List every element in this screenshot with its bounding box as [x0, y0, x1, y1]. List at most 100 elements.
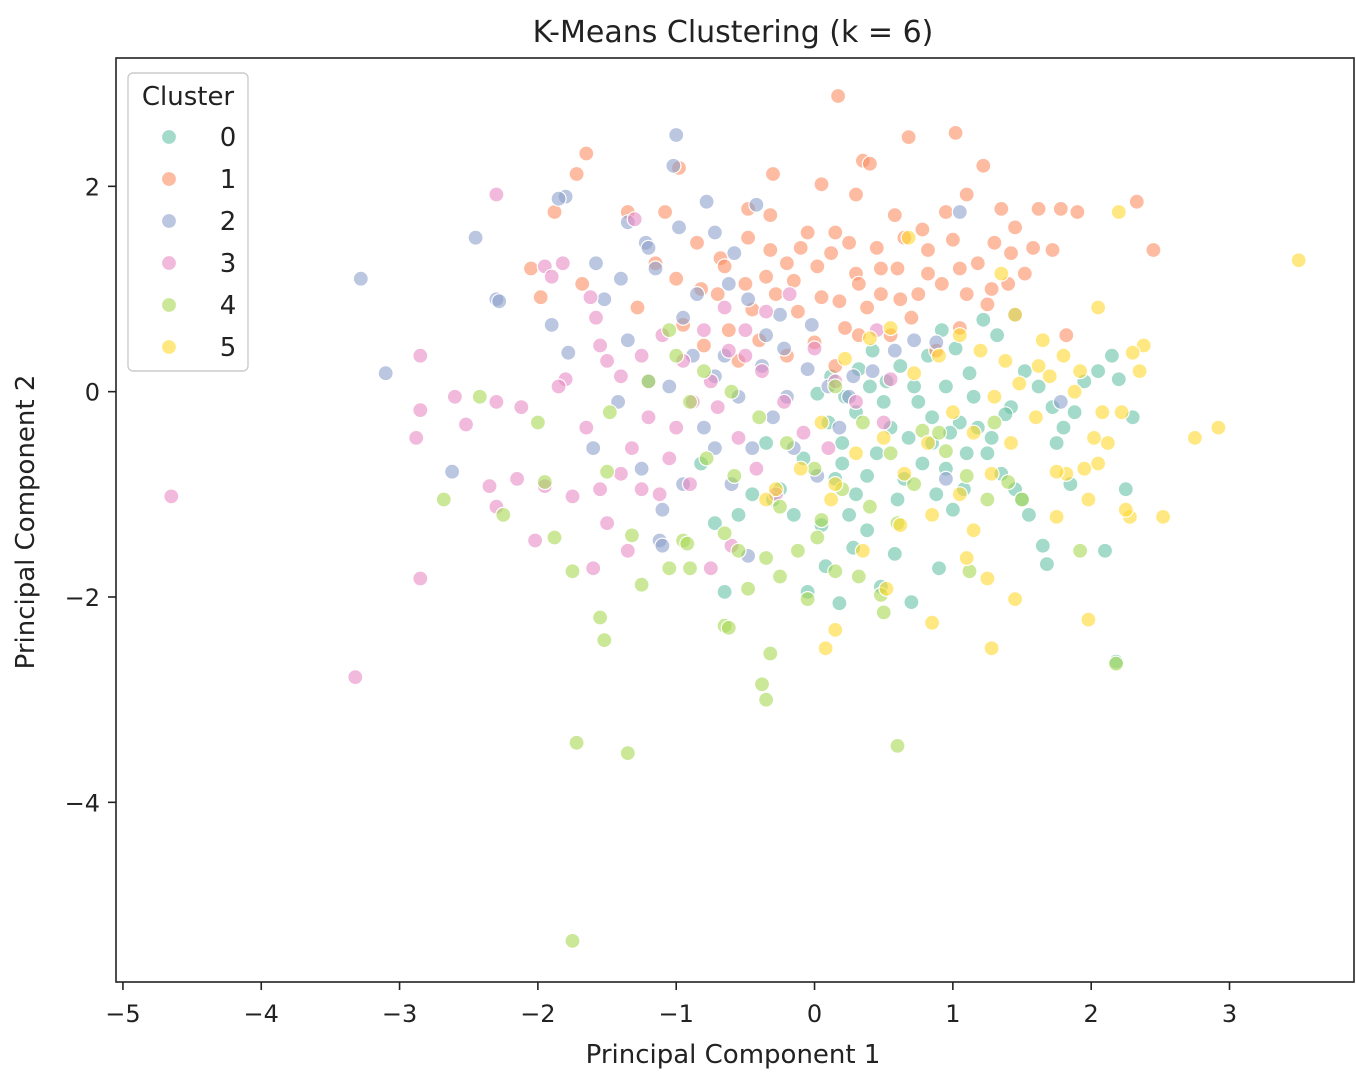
data-point: [471, 388, 488, 405]
data-point: [623, 440, 641, 457]
data-point: [850, 568, 867, 585]
data-point: [587, 255, 605, 272]
data-point: [947, 340, 964, 357]
data-point: [858, 299, 876, 316]
data-point: [1041, 368, 1058, 385]
data-point: [1154, 508, 1172, 526]
data-point: [744, 440, 761, 457]
data-point: [997, 352, 1014, 369]
data-point: [1052, 200, 1069, 217]
data-point: [435, 491, 452, 508]
data-point: [661, 322, 678, 339]
data-point: [1094, 404, 1111, 421]
data-point: [578, 145, 595, 162]
legend-label: 3: [220, 249, 237, 279]
data-point: [757, 327, 775, 344]
data-point: [1024, 239, 1042, 256]
data-point: [775, 340, 793, 357]
data-point: [757, 491, 775, 508]
data-point: [836, 319, 854, 337]
data-point: [1038, 555, 1056, 573]
data-point: [619, 332, 636, 349]
data-point: [757, 549, 775, 567]
data-point: [532, 289, 549, 306]
data-point: [1089, 299, 1107, 316]
data-point: [792, 239, 809, 256]
data-point: [861, 155, 879, 172]
data-point: [975, 311, 992, 328]
data-point: [352, 270, 369, 287]
data-point: [408, 429, 425, 446]
data-point: [1066, 383, 1083, 400]
data-point: [965, 522, 982, 539]
data-point: [900, 429, 917, 446]
data-point: [446, 388, 463, 405]
legend-title: Cluster: [142, 82, 235, 112]
data-point: [564, 488, 581, 505]
data-point: [847, 486, 865, 503]
data-point: [817, 640, 834, 657]
data-point: [536, 473, 553, 491]
data-point: [983, 640, 1000, 657]
x-tick-label: −2: [520, 1000, 555, 1028]
data-point: [1048, 434, 1065, 452]
legend-marker: [160, 296, 178, 314]
data-point: [739, 229, 757, 246]
data-point: [585, 560, 602, 577]
legend-label: 0: [220, 123, 237, 153]
data-point: [923, 614, 941, 631]
data-point: [914, 455, 931, 472]
y-tick-label: −2: [65, 584, 100, 612]
data-point: [875, 429, 892, 446]
data-point: [546, 529, 563, 546]
data-point: [1145, 241, 1162, 259]
data-point: [827, 378, 844, 395]
data-point: [730, 506, 747, 524]
y-axis-ticks: 2 0 −2 −4: [65, 173, 116, 817]
data-point: [1128, 193, 1145, 210]
data-point: [1044, 241, 1061, 259]
data-point: [720, 322, 737, 339]
data-point: [762, 241, 779, 259]
data-point: [598, 463, 616, 480]
legend-label: 5: [220, 333, 237, 363]
data-point: [799, 224, 816, 241]
data-point: [834, 455, 851, 472]
data-point: [737, 347, 754, 364]
data-point: [861, 378, 879, 395]
data-point: [864, 363, 881, 380]
data-point: [1110, 203, 1127, 221]
data-point: [726, 467, 743, 484]
data-point: [944, 501, 962, 518]
data-point: [744, 486, 761, 503]
data-point: [993, 200, 1010, 217]
data-point: [961, 365, 978, 382]
x-tick-label: 1: [945, 1000, 960, 1028]
data-point: [412, 402, 429, 419]
data-point: [1055, 419, 1072, 436]
data-point: [1096, 542, 1114, 559]
data-point: [709, 286, 726, 303]
data-point: [720, 275, 737, 292]
x-axis-label: Principal Component 1: [586, 1040, 881, 1070]
data-point: [730, 429, 747, 446]
data-point: [762, 207, 779, 224]
data-point: [836, 350, 854, 367]
data-point: [799, 590, 816, 608]
data-point: [979, 296, 996, 313]
data-point: [661, 378, 678, 395]
data-point: [716, 583, 733, 601]
x-tick-label: −3: [382, 1000, 417, 1028]
data-point: [444, 463, 461, 480]
data-point: [1020, 506, 1038, 524]
data-point: [661, 560, 678, 577]
data-point: [698, 193, 715, 210]
chart-title: K-Means Clustering (k = 6): [533, 15, 934, 50]
data-point: [789, 303, 807, 320]
data-point: [905, 476, 923, 493]
data-point: [619, 542, 636, 559]
data-point: [886, 545, 903, 563]
data-point: [831, 293, 848, 310]
data-point: [716, 525, 733, 542]
